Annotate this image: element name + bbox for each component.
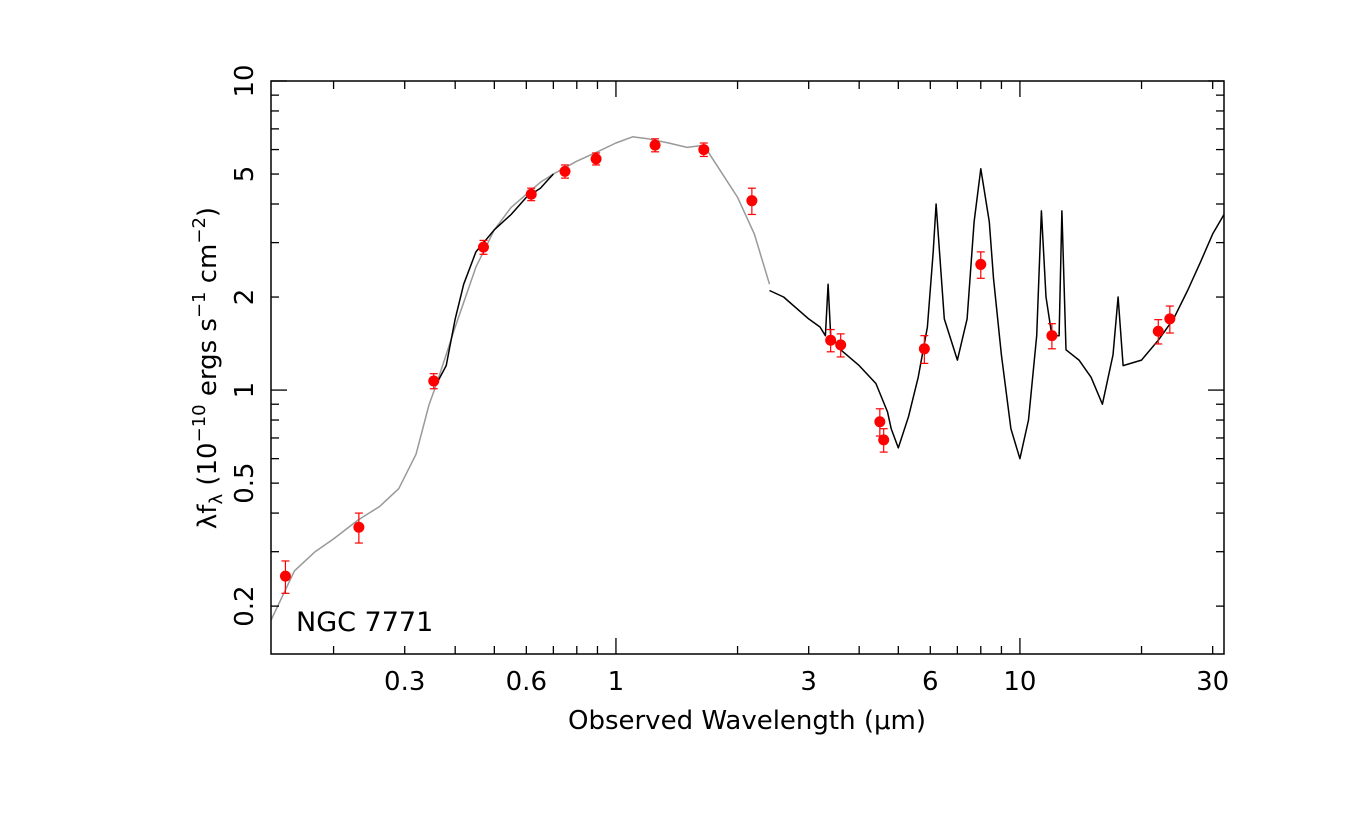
annotation-label: NGC 7771 — [296, 607, 433, 638]
data-point — [698, 144, 710, 156]
x-tick-labels: 0.3 0.6 1 3 6 10 30 — [384, 667, 1229, 697]
data-point — [1152, 325, 1164, 337]
data-point — [878, 434, 890, 446]
data-point — [649, 139, 661, 151]
x-tick-label: 6 — [922, 667, 939, 697]
y-title-mid2: cm — [193, 244, 223, 292]
data-point — [1046, 330, 1058, 342]
data-point — [590, 153, 602, 165]
y-title-exp3: −2 — [189, 217, 210, 244]
data-point — [835, 339, 847, 351]
x-tick-label: 3 — [800, 667, 817, 697]
data-point — [477, 241, 489, 253]
data-point — [428, 375, 440, 387]
observed-spectrum-line — [769, 168, 1224, 460]
y-tick-label: 0.5 — [230, 462, 260, 503]
axis-ticks — [271, 80, 1224, 654]
x-tick-label: 0.6 — [506, 667, 547, 697]
y-title-exp2: −1 — [189, 291, 210, 318]
data-point — [918, 343, 930, 355]
data-point — [874, 416, 886, 428]
x-tick-label: 0.3 — [384, 667, 425, 697]
y-tick-label: 2 — [230, 289, 260, 306]
x-tick-label: 1 — [608, 667, 625, 697]
x-tick-label: 30 — [1196, 667, 1229, 697]
y-title-main: λf — [193, 504, 223, 529]
svg-text:λfλ (10−10 ergs s−1 cm−2): λfλ (10−10 ergs s−1 cm−2) — [189, 207, 227, 529]
y-title-sub: λ — [206, 494, 227, 505]
y-tick-label: 1 — [230, 382, 260, 399]
data-point — [1164, 313, 1176, 325]
y-title-exp1: −10 — [189, 404, 210, 442]
y-tick-labels: 0.2 0.5 1 2 5 10 — [230, 64, 260, 626]
x-axis-title: Observed Wavelength (μm) — [568, 706, 926, 736]
y-tick-label: 5 — [230, 166, 260, 183]
model-sed-line — [271, 136, 771, 621]
plot-frame — [270, 80, 1225, 655]
y-title-mid: ergs s — [193, 318, 223, 404]
y-axis-title: λfλ (10−10 ergs s−1 cm−2) — [189, 207, 227, 529]
observed-spectrum-line — [436, 173, 554, 384]
data-point — [353, 521, 365, 533]
data-point — [559, 165, 571, 177]
data-point — [825, 334, 837, 346]
data-point — [975, 258, 987, 270]
plot-area — [271, 136, 1224, 621]
x-tick-label: 10 — [1003, 667, 1036, 697]
data-point — [279, 570, 291, 582]
data-point — [746, 195, 758, 207]
data-point — [525, 188, 537, 200]
y-title-suffix: ) — [193, 207, 223, 217]
y-title-prefix: (10 — [193, 442, 223, 494]
y-tick-label: 0.2 — [230, 585, 260, 626]
y-tick-label: 10 — [230, 64, 260, 97]
